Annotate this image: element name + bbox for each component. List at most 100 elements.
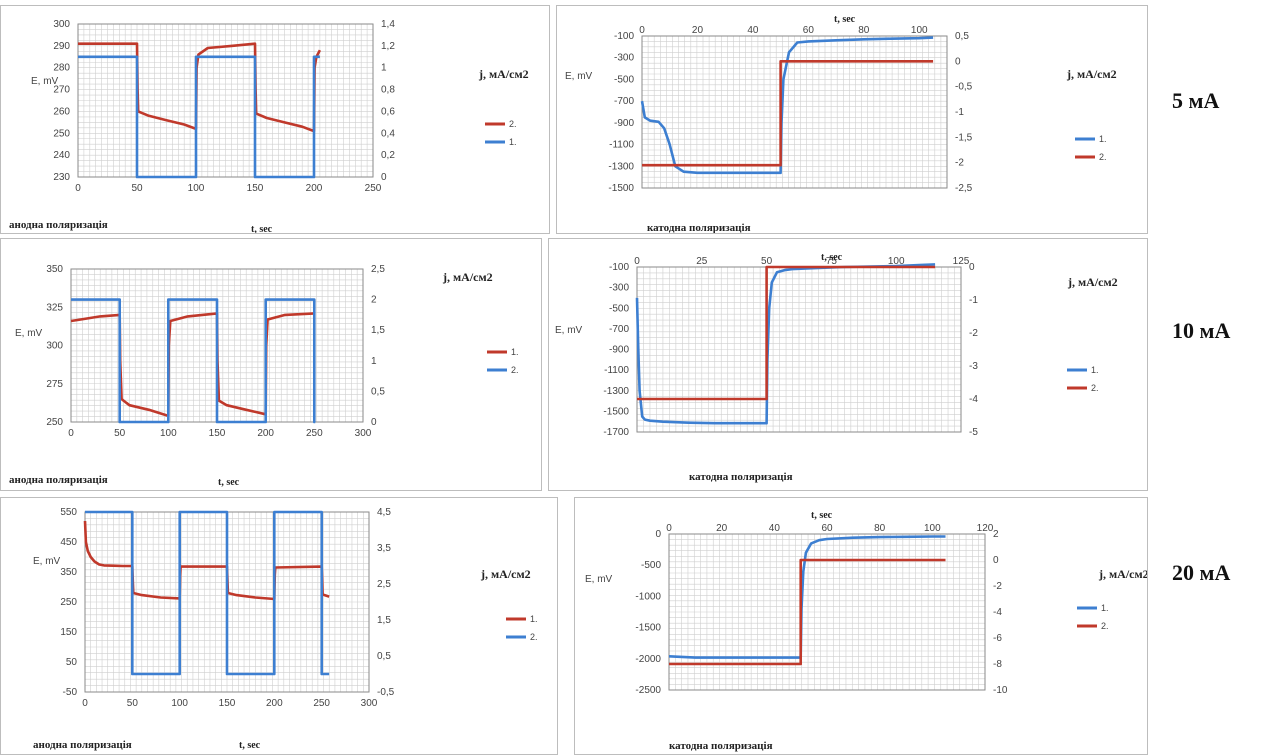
x-tick-label: 300 bbox=[355, 428, 372, 439]
y-tick-label: 50 bbox=[66, 657, 78, 668]
x-tick-label: 150 bbox=[247, 183, 264, 194]
y-tick-label: 300 bbox=[53, 19, 70, 30]
series-line-blue bbox=[668, 535, 946, 659]
chart-cathodic-5ma: 0 20 40 60 80 100 -100 -300 -500 -700 -900 -1100 -13… bbox=[556, 5, 1148, 234]
x-tick-label: 50 bbox=[131, 183, 143, 194]
y2-tick-label: 2,5 bbox=[377, 579, 391, 590]
y2-tick-label: 3,5 bbox=[377, 543, 391, 554]
x-tick-label: 0 bbox=[639, 25, 645, 36]
legend-label: 2. bbox=[530, 632, 538, 642]
y-tick-label: -1700 bbox=[603, 427, 629, 438]
y2-tick-label: 1,5 bbox=[377, 615, 391, 626]
x-tick-label: 250 bbox=[306, 428, 323, 439]
y2-axis-label: j, мА/см2 bbox=[1067, 275, 1118, 289]
y2-tick-label: -2 bbox=[969, 328, 978, 339]
x-tick-label: 40 bbox=[769, 523, 781, 534]
row-label-10ma: 10 мА bbox=[1172, 318, 1231, 343]
x-axis-label: t, sec bbox=[821, 252, 843, 263]
series-line-blue bbox=[85, 510, 330, 676]
row-label-5ma: 5 мА bbox=[1172, 88, 1220, 113]
y-tick-label: 550 bbox=[60, 507, 77, 518]
x-tick-label: 100 bbox=[160, 428, 177, 439]
y-tick-label: -1300 bbox=[603, 386, 629, 397]
y2-tick-label: -5 bbox=[969, 427, 978, 438]
y2-tick-label: 1,5 bbox=[371, 325, 385, 336]
y-tick-label: 300 bbox=[46, 341, 63, 352]
x-tick-label: 0 bbox=[666, 523, 672, 534]
x-tick-label: 60 bbox=[821, 523, 833, 534]
x-tick-label: 0 bbox=[82, 698, 88, 709]
x-tick-label: 20 bbox=[692, 25, 704, 36]
x-tick-label: 50 bbox=[114, 428, 126, 439]
y-tick-label: -1100 bbox=[609, 140, 634, 151]
y2-tick-label: 1 bbox=[371, 356, 377, 367]
x-tick-label: 0 bbox=[634, 256, 640, 267]
y-tick-label: -2000 bbox=[635, 654, 661, 665]
x-tick-label: 300 bbox=[361, 698, 378, 709]
legend-label: 2. bbox=[1091, 383, 1099, 393]
y-axis-label: E, mV bbox=[585, 574, 613, 585]
y-tick-label: 250 bbox=[60, 597, 77, 608]
chart-anodic-10ma: 0 50 100 150 200 250 300 250 275 300 325 350 0 0,5 1 1,… bbox=[0, 238, 542, 491]
y-tick-label: 250 bbox=[46, 417, 63, 428]
x-tick-label: 50 bbox=[761, 256, 773, 267]
x-tick-label: 20 bbox=[716, 523, 728, 534]
legend-label: 1. bbox=[530, 614, 538, 624]
bottom-caption: катодна поляризація bbox=[647, 222, 751, 233]
x-tick-label: 250 bbox=[365, 183, 382, 194]
x-tick-label: 60 bbox=[803, 25, 815, 36]
y-tick-label: 325 bbox=[46, 302, 63, 313]
y2-tick-label: 0,5 bbox=[371, 386, 385, 397]
y-tick-label: -1000 bbox=[635, 591, 661, 602]
y-axis-label: E, mV bbox=[555, 325, 583, 336]
y-tick-label: -500 bbox=[614, 74, 634, 85]
x-tick-label: 120 bbox=[977, 523, 994, 534]
y2-tick-label: 0,5 bbox=[377, 651, 391, 662]
chart-cathodic-20ma: 0 20 40 60 80 100 120 0 -500 -1000 -1500 -2000 -2500… bbox=[574, 497, 1148, 755]
x-tick-label: 100 bbox=[188, 183, 205, 194]
y-tick-label: 275 bbox=[46, 379, 63, 390]
series-line-red bbox=[637, 265, 936, 401]
y-tick-label: -50 bbox=[63, 687, 78, 698]
y2-tick-label: -1 bbox=[969, 295, 978, 306]
series-line-red bbox=[70, 312, 315, 418]
y2-tick-label: 1,2 bbox=[381, 41, 395, 52]
y2-tick-label: -4 bbox=[969, 394, 978, 405]
y2-axis-label: j, мА/см2 bbox=[442, 270, 493, 284]
y-tick-label: -300 bbox=[609, 283, 629, 294]
x-tick-label: 125 bbox=[953, 256, 970, 267]
y-tick-label: -1500 bbox=[603, 406, 629, 417]
chart-svg: 0 25 50 75 100 125 -100 -300 -500 -700 -900 -1100 -1… bbox=[555, 252, 1118, 483]
legend-label: 1. bbox=[1099, 134, 1107, 144]
y-tick-label: 230 bbox=[53, 172, 70, 183]
y-tick-label: 450 bbox=[60, 537, 77, 548]
y-tick-label: 0 bbox=[655, 529, 661, 540]
y-tick-label: -900 bbox=[609, 345, 629, 356]
y2-tick-label: -2 bbox=[993, 581, 1002, 592]
y-tick-label: 240 bbox=[53, 150, 70, 161]
y-tick-label: -1300 bbox=[608, 161, 634, 172]
y-axis-label: E, mV bbox=[565, 71, 593, 82]
row-label-20ma: 20 мА bbox=[1172, 560, 1231, 585]
chart-svg: 0 50 100 150 200 250 300 250 275 300 325 350 0 0,5 1 1,… bbox=[9, 264, 519, 488]
bottom-caption: анодна поляризація bbox=[33, 739, 132, 751]
legend-label: 1. bbox=[511, 347, 519, 357]
y-tick-label: 290 bbox=[53, 41, 70, 52]
y-tick-label: -100 bbox=[614, 31, 634, 42]
y2-tick-label: -1,5 bbox=[955, 132, 973, 143]
y2-axis-label: j, мА/см2 bbox=[1066, 67, 1117, 81]
y2-tick-label: 0 bbox=[381, 172, 387, 183]
y2-tick-label: 0 bbox=[371, 417, 377, 428]
y2-tick-label: -10 bbox=[993, 685, 1008, 696]
x-tick-label: 150 bbox=[219, 698, 236, 709]
x-tick-label: 100 bbox=[924, 523, 941, 534]
y-tick-label: -700 bbox=[614, 96, 634, 107]
y2-tick-label: -3 bbox=[969, 361, 978, 372]
y-tick-label: -1500 bbox=[608, 183, 634, 194]
x-tick-label: 50 bbox=[127, 698, 139, 709]
y2-axis-label: j, мА/см2 bbox=[478, 67, 529, 81]
x-tick-label: 200 bbox=[266, 698, 283, 709]
y-tick-label: 350 bbox=[46, 264, 63, 275]
bottom-caption: катодна поляризація bbox=[669, 740, 773, 752]
y2-tick-label: 0 bbox=[993, 555, 999, 566]
